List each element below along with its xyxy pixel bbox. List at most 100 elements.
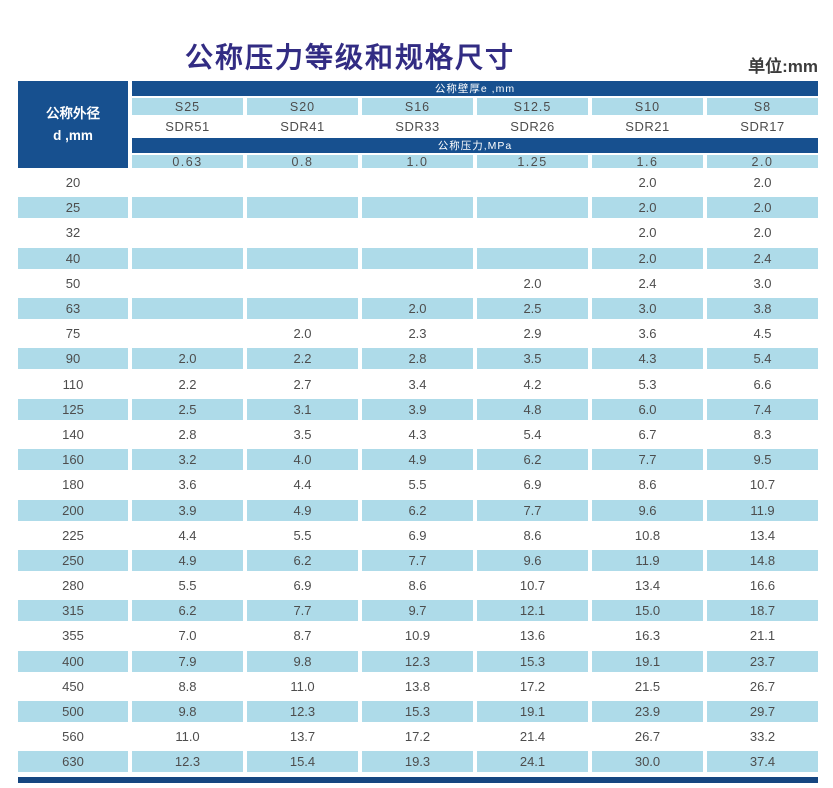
wall-thickness-cell: 7.7 — [247, 600, 358, 622]
table-row: 32 2.0 2.0 — [18, 220, 818, 245]
wall-thickness-cell — [132, 222, 243, 243]
wall-thickness-cell: 26.7 — [749, 678, 776, 694]
sdr-label: SDR41 — [280, 119, 325, 134]
row-diameter: 200 — [18, 499, 128, 521]
wall-thickness-cell: 4.3 — [592, 348, 703, 370]
row-diameter: 160 — [18, 449, 128, 471]
wall-thickness-cell: 2.0 — [638, 175, 657, 191]
pressure-band: 公称压力,MPa — [132, 138, 818, 153]
table-row: 25 2.0 2.0 — [18, 195, 818, 220]
wall-thickness-cell: 2.0 — [707, 197, 818, 219]
wall-thickness-cell: 23.9 — [592, 701, 703, 723]
wall-thickness-cell — [132, 323, 243, 344]
table-row: 450 8.8 11.0 13.8 17.2 21.5 26.7 — [18, 674, 818, 699]
row-diameter: 75 — [65, 326, 81, 342]
row-diameter: 355 — [62, 628, 84, 644]
wall-thickness-cell: 7.7 — [362, 549, 473, 571]
wall-thickness-cell: 9.7 — [362, 600, 473, 622]
wall-thickness-cell: 6.9 — [408, 527, 427, 543]
wall-thickness-cell: 17.2 — [519, 678, 546, 694]
header-right: 公称壁厚e ,mm S25 S20 S16 S12.5 S10 S8 SDR51 SDR41… — [132, 81, 818, 169]
table-row: 160 3.2 4.0 4.9 6.2 7.7 9.5 — [18, 447, 818, 472]
wall-thickness-cell: 6.9 — [293, 578, 312, 594]
wall-thickness-cell: 2.0 — [132, 348, 243, 370]
table-row: 355 7.0 8.7 10.9 13.6 16.3 21.1 — [18, 623, 818, 648]
row-diameter: 560 — [62, 729, 84, 745]
row-diameter: 63 — [18, 298, 128, 320]
wall-thickness-cell: 3.0 — [592, 298, 703, 320]
wall-thickness-cell: 3.8 — [707, 298, 818, 320]
wall-thickness-cell — [247, 247, 358, 269]
row-diameter: 315 — [18, 600, 128, 622]
wall-thickness-cell: 16.3 — [634, 628, 661, 644]
wall-thickness-cell: 16.6 — [749, 578, 776, 594]
wall-thickness-cell — [247, 273, 358, 294]
wall-thickness-cell: 9.8 — [132, 701, 243, 723]
table-row: 110 2.2 2.7 3.4 4.2 5.3 6.6 — [18, 372, 818, 397]
wall-thickness-cell — [477, 247, 588, 269]
series-label: S16 — [362, 98, 473, 115]
wall-thickness-cell: 4.0 — [247, 449, 358, 471]
wall-thickness-cell — [132, 197, 243, 219]
pressure-values-row: 0.63 0.8 1.0 1.25 1.6 2.0 — [132, 155, 818, 169]
wall-thickness-cell — [247, 298, 358, 320]
sdr-label: SDR51 — [165, 119, 210, 134]
wall-thickness-cell: 26.7 — [634, 729, 661, 745]
unit-label: 单位:mm — [748, 57, 818, 76]
wall-thickness-cell: 4.4 — [178, 527, 197, 543]
wall-thickness-cell: 2.9 — [523, 326, 542, 342]
wall-thickness-cell: 6.2 — [477, 449, 588, 471]
wall-thickness-cell: 2.8 — [362, 348, 473, 370]
table-row: 250 4.9 6.2 7.7 9.6 11.9 14.8 — [18, 548, 818, 573]
table-row: 400 7.9 9.8 12.3 15.3 19.1 23.7 — [18, 649, 818, 674]
wall-thickness-cell: 2.0 — [362, 298, 473, 320]
wall-thickness-cell: 7.7 — [477, 499, 588, 521]
wall-thickness-cell: 7.0 — [178, 628, 197, 644]
wall-thickness-cell: 5.5 — [293, 527, 312, 543]
wall-thickness-cell: 10.8 — [634, 527, 661, 543]
table-row: 75 2.0 2.3 2.9 3.6 4.5 — [18, 321, 818, 346]
row-diameter: 180 — [62, 477, 84, 493]
series-label: S10 — [592, 98, 703, 115]
sdr-label: SDR21 — [625, 119, 670, 134]
wall-thickness-cell: 4.3 — [408, 426, 427, 442]
wall-thickness-cell: 18.7 — [707, 600, 818, 622]
wall-thickness-cell: 4.4 — [293, 477, 312, 493]
row-diameter: 630 — [18, 751, 128, 773]
wall-thickness-cell: 3.5 — [293, 426, 312, 442]
wall-thickness-cell: 8.7 — [293, 628, 312, 644]
row-diameter: 500 — [18, 701, 128, 723]
wall-thickness-cell: 19.1 — [592, 650, 703, 672]
wall-thickness-cell: 9.6 — [477, 549, 588, 571]
row-diameter: 125 — [18, 398, 128, 420]
row-diameter: 400 — [18, 650, 128, 672]
wall-thickness-cell: 10.7 — [749, 477, 776, 493]
wall-thickness-cell: 7.9 — [132, 650, 243, 672]
wall-thickness-cell: 6.2 — [362, 499, 473, 521]
wall-thickness-cell — [362, 222, 473, 243]
wall-thickness-band: 公称壁厚e ,mm — [132, 81, 818, 96]
wall-thickness-cell: 13.7 — [289, 729, 316, 745]
wall-thickness-cell: 2.0 — [592, 247, 703, 269]
wall-thickness-cell: 21.4 — [519, 729, 546, 745]
wall-thickness-cell — [132, 247, 243, 269]
wall-thickness-cell: 4.5 — [753, 326, 772, 342]
wall-thickness-cell: 4.2 — [523, 376, 542, 392]
wall-thickness-cell: 23.7 — [707, 650, 818, 672]
wall-thickness-cell: 13.8 — [404, 678, 431, 694]
row-diameter: 140 — [62, 426, 84, 442]
spec-table: 公称外径 d ,mm 公称壁厚e ,mm S25 S20 S16 S12.5 S10 S8… — [18, 81, 818, 783]
table-row: 225 4.4 5.5 6.9 8.6 10.8 13.4 — [18, 523, 818, 548]
wall-thickness-cell: 2.2 — [247, 348, 358, 370]
wall-thickness-cell: 2.8 — [178, 426, 197, 442]
pressure-value: 2.0 — [707, 155, 818, 169]
wall-thickness-cell: 11.9 — [707, 499, 818, 521]
wall-thickness-cell: 15.0 — [592, 600, 703, 622]
pressure-value: 1.25 — [477, 155, 588, 169]
row-diameter: 25 — [18, 197, 128, 219]
wall-thickness-cell — [362, 172, 473, 193]
wall-thickness-cell: 6.0 — [592, 398, 703, 420]
pressure-value: 1.6 — [592, 155, 703, 169]
wall-thickness-cell: 7.7 — [592, 449, 703, 471]
row-diameter: 32 — [65, 225, 81, 241]
